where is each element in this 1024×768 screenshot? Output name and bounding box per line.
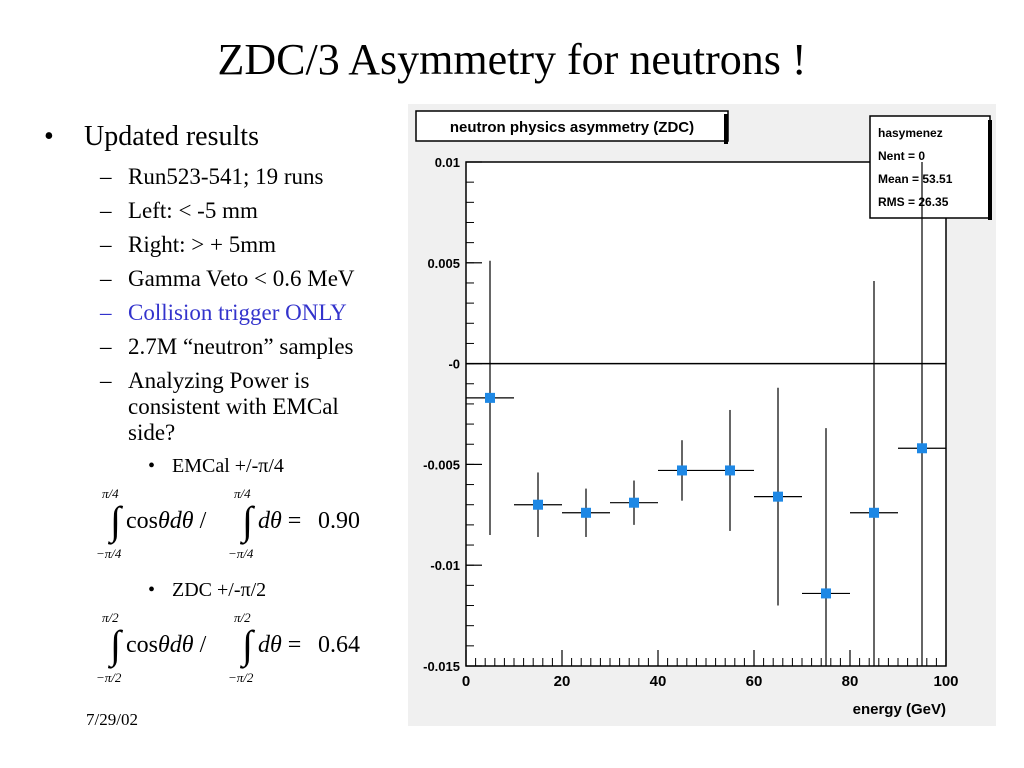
integral-upper-limit: π/4 <box>102 486 119 501</box>
data-point <box>802 428 850 666</box>
integral-lower-limit: −π/2 <box>96 670 122 685</box>
data-point <box>850 280 898 666</box>
integral-icon: ∫ <box>239 498 256 545</box>
y-tick-label: 0.01 <box>435 155 460 170</box>
bullet-item-text: Run523-541; 19 runs <box>128 164 324 189</box>
integral-lower-limit: −π/2 <box>228 670 254 685</box>
stats-line: Mean = 53.51 <box>878 172 953 186</box>
point-marker <box>821 588 831 599</box>
bullet-item-text: Gamma Veto < 0.6 MeV <box>128 266 355 291</box>
bullet-item-highlight: – Collision trigger ONLY <box>44 300 414 326</box>
stats-text: hasymenez Nent = 0 Mean = 53.51 RMS = 26.35 <box>878 126 953 209</box>
bullet-main: • Updated results <box>44 118 414 156</box>
integral-lower-limit: −π/4 <box>228 546 254 561</box>
integrand: cosθdθ / <box>126 508 207 534</box>
dash-icon: – <box>100 300 112 325</box>
point-marker <box>869 507 879 518</box>
bullet-item: – Right: > + 5mm <box>44 232 414 258</box>
formula-zdc: π/2 ∫ −π/2 cosθdθ / π/2 ∫ −π/2 dθ = 0.64 <box>96 608 414 688</box>
asymmetry-plot: neutron physics asymmetry (ZDC) hasymene… <box>408 104 996 726</box>
stats-line: Nent = 0 <box>878 149 925 163</box>
integrand: dθ = <box>258 632 301 658</box>
x-tick-label: 0 <box>462 673 470 690</box>
point-marker <box>917 443 927 454</box>
bullet-item: – Analyzing Power is consistent with EMCa… <box>44 368 358 446</box>
bullet-main-text: Updated results <box>84 121 259 152</box>
y-tick-label: -0.005 <box>423 457 460 472</box>
bullet-dot-icon: • <box>148 579 156 601</box>
formula-emcal: π/4 ∫ −π/4 cosθdθ / π/4 ∫ −π/4 dθ = 0.90 <box>96 484 414 564</box>
point-marker <box>725 465 735 476</box>
integrand: dθ = <box>258 508 301 534</box>
data-point <box>562 488 610 537</box>
integral-icon: ∫ <box>107 622 124 669</box>
y-tick-label: -0 <box>448 357 460 372</box>
x-tick-label: 60 <box>746 673 763 690</box>
bullet-item-text: 2.7M “neutron” samples <box>128 334 354 359</box>
bullet-item: – Gamma Veto < 0.6 MeV <box>44 266 414 292</box>
slide-title: ZDC/3 Asymmetry for neutrons ! <box>217 35 807 84</box>
x-tick-label: 20 <box>554 673 571 690</box>
stats-line: hasymenez <box>878 126 943 140</box>
point-marker <box>629 497 639 508</box>
dash-icon: – <box>100 198 112 223</box>
x-tick-label: 100 <box>933 673 958 690</box>
sub-bullet-emcal: • EMCal +/-π/4 <box>44 454 414 478</box>
dash-icon: – <box>100 164 112 189</box>
bullet-item-text: Analyzing Power is consistent with EMCal… <box>128 368 339 445</box>
dash-icon: – <box>100 368 112 393</box>
plot-frame <box>465 161 947 667</box>
bullet-item-text: Collision trigger ONLY <box>128 300 347 325</box>
data-point <box>658 440 706 501</box>
y-tick-label: 0.005 <box>427 256 460 271</box>
formula-value: 0.90 <box>318 508 360 534</box>
data-point <box>706 409 754 531</box>
bullet-item: – Run523-541; 19 runs <box>44 164 414 190</box>
data-points <box>466 162 946 666</box>
integral-lower-limit: −π/4 <box>96 546 122 561</box>
bullet-dot-icon: • <box>44 121 54 152</box>
formula-value: 0.64 <box>318 632 360 658</box>
x-tick-label: 80 <box>842 673 859 690</box>
sub-bullet-text: ZDC +/-π/2 <box>172 579 267 601</box>
integral-icon: ∫ <box>107 498 124 545</box>
stats-line: RMS = 26.35 <box>878 195 949 209</box>
integral-icon: ∫ <box>239 622 256 669</box>
point-marker <box>533 499 543 510</box>
data-point <box>610 480 658 525</box>
data-point <box>754 387 802 606</box>
x-axis-label: energy (GeV) <box>853 701 946 718</box>
data-point <box>898 162 946 666</box>
x-tick-label: 40 <box>650 673 667 690</box>
footer-date: 7/29/02 <box>86 710 138 729</box>
integrand: cosθdθ / <box>126 632 207 658</box>
dash-icon: – <box>100 266 112 291</box>
bullet-item: –2.7M “neutron” samples <box>44 334 414 360</box>
dash-icon: – <box>100 232 112 257</box>
sub-bullet-text: EMCal +/-π/4 <box>172 455 284 477</box>
integral-upper-limit: π/2 <box>102 610 119 625</box>
plot-title: neutron physics asymmetry (ZDC) <box>450 119 694 136</box>
bullet-item: – Left: < -5 mm <box>44 198 414 224</box>
data-point <box>466 260 514 535</box>
integral-upper-limit: π/4 <box>234 486 251 501</box>
data-point <box>514 472 562 537</box>
point-marker <box>581 507 591 518</box>
plot-canvas: neutron physics asymmetry (ZDC) hasymene… <box>408 104 996 726</box>
bullet-item-text: Left: < -5 mm <box>128 198 258 223</box>
bullet-list: • Updated results – Run523-541; 19 runs –… <box>44 118 414 688</box>
point-marker <box>773 491 783 502</box>
bullet-item-text: Right: > + 5mm <box>128 232 276 257</box>
point-marker <box>485 392 495 403</box>
point-marker <box>677 465 687 476</box>
y-tick-label: -0.01 <box>430 558 460 573</box>
sub-bullet-zdc: • ZDC +/-π/2 <box>44 578 414 602</box>
integral-upper-limit: π/2 <box>234 610 251 625</box>
bullet-dot-icon: • <box>148 455 156 477</box>
y-tick-label: -0.015 <box>423 659 460 674</box>
dash-icon: – <box>100 334 112 359</box>
